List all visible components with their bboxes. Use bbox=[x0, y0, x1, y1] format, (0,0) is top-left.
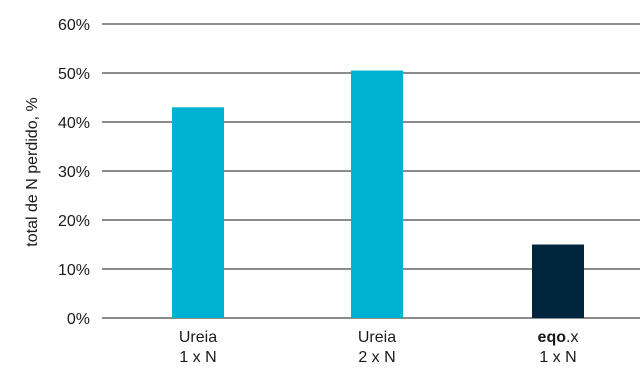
y-tick-label: 10% bbox=[58, 262, 90, 279]
y-tick-label: 60% bbox=[58, 17, 90, 34]
bar bbox=[172, 107, 224, 318]
y-tick-label: 0% bbox=[67, 311, 90, 328]
category-label-line2: 2 x N bbox=[358, 349, 395, 366]
category-label-line1: Ureia bbox=[179, 329, 217, 346]
y-tick-labels: 0% 10% 20% 30% 40% 50% 60% bbox=[58, 17, 90, 328]
category-labels: Ureia 1 x N Ureia 2 x N eqo.x 1 x N bbox=[179, 329, 579, 366]
category-label-line1: Ureia bbox=[358, 329, 396, 346]
y-axis-label: total de N perdido, % bbox=[24, 97, 41, 246]
bars bbox=[172, 70, 584, 318]
bar bbox=[351, 70, 403, 318]
y-tick-label: 40% bbox=[58, 115, 90, 132]
category-label-line1: eqo.x bbox=[538, 329, 579, 346]
y-tick-label: 30% bbox=[58, 164, 90, 181]
bar bbox=[532, 244, 584, 318]
category-label-line2: 1 x N bbox=[179, 349, 216, 366]
category-label-line2: 1 x N bbox=[539, 349, 576, 366]
y-tick-label: 20% bbox=[58, 213, 90, 230]
y-tick-label: 50% bbox=[58, 66, 90, 83]
